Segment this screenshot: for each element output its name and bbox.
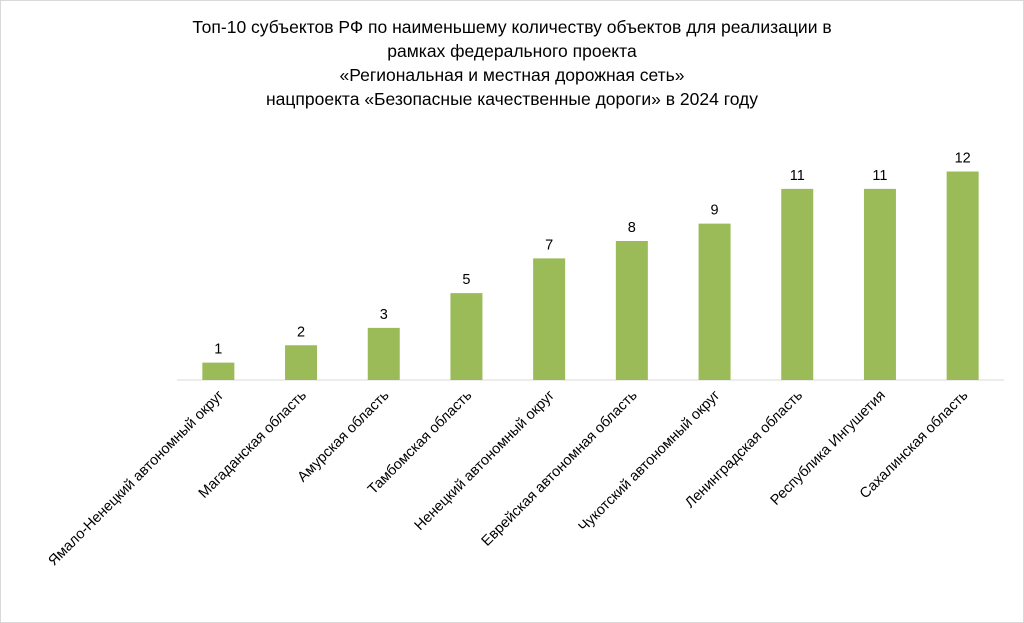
category-tick-label: Еврейская автономная область [479, 388, 641, 550]
data-label: 12 [955, 151, 971, 167]
bar [285, 345, 318, 380]
bar [946, 171, 979, 380]
bar [450, 293, 483, 380]
category-tick-label: Чукотский автономный округ [576, 388, 724, 536]
data-label: 9 [711, 203, 719, 219]
chart-title-line-4: нацпроекта «Безопасные качественные доро… [265, 89, 759, 109]
data-label: 7 [545, 237, 553, 253]
data-label: 11 [790, 168, 805, 184]
data-label: 2 [297, 324, 305, 340]
data-label: 5 [462, 272, 470, 288]
bar [533, 258, 566, 380]
bar [863, 188, 896, 380]
bar [367, 327, 400, 380]
category-tick-label: Амурская область [295, 388, 393, 486]
chart-title-line-2: рамках федерального проекта [387, 41, 637, 61]
category-tick-label: Ненецкий автономный округ [412, 388, 558, 534]
chart-title-line-1: Топ-10 субъектов РФ по наименьшему колич… [192, 17, 832, 37]
bar [698, 223, 731, 380]
data-label: 3 [380, 307, 388, 323]
data-label: 8 [628, 220, 636, 236]
bar [615, 241, 648, 380]
data-label: 1 [214, 342, 222, 358]
bar [781, 188, 814, 380]
chart-title: Топ-10 субъектов РФ по наименьшему колич… [62, 15, 962, 111]
data-label: 11 [872, 168, 887, 184]
bar [202, 362, 235, 380]
category-tick-label: Ямало-Ненецкий автономный округ [45, 388, 227, 570]
chart-title-line-3: «Региональная и местная дорожная сеть» [339, 65, 685, 85]
